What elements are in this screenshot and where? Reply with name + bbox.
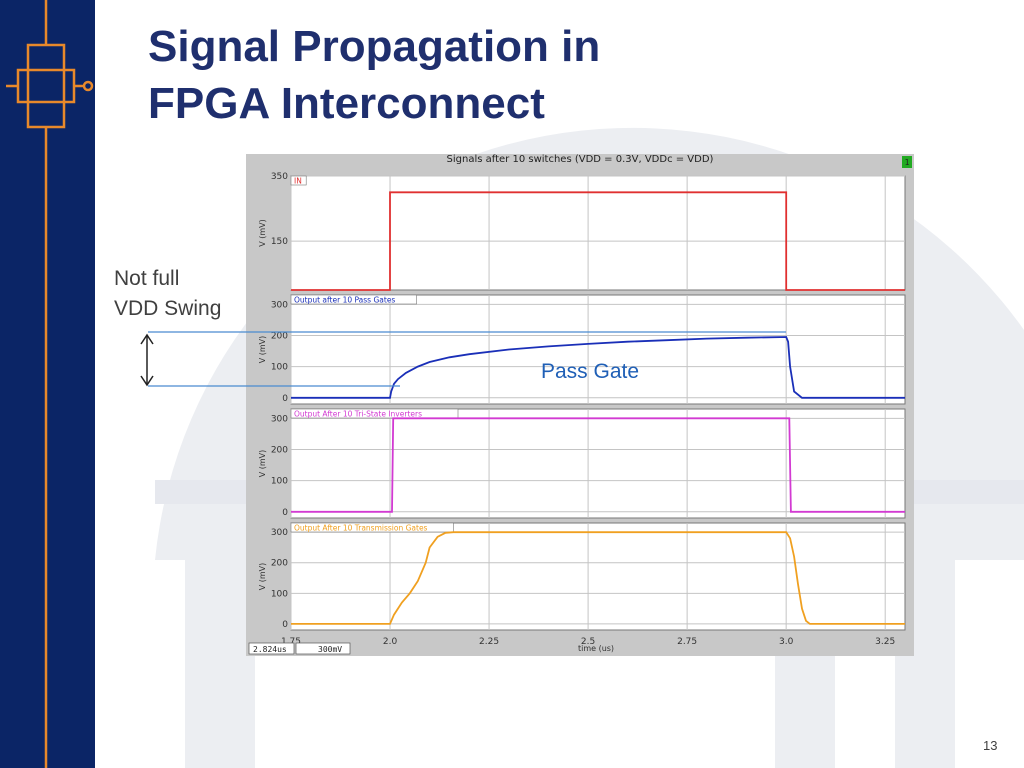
panel-title: Output after 10 Pass Gates: [294, 296, 395, 305]
page-number: 13: [983, 738, 998, 753]
annotation-line-1: Not full: [114, 267, 180, 290]
panel-plot-area: [290, 408, 906, 519]
waveform-chart: Signals after 10 switches (VDD = 0.3V, V…: [246, 154, 914, 656]
slide-title: Signal Propagation in FPGA Interconnect: [148, 18, 600, 132]
panel-plot-area: [290, 522, 906, 631]
y-tick-label: 200: [271, 559, 288, 569]
y-axis-label: V (mV): [258, 450, 267, 478]
y-tick-label: 200: [271, 331, 288, 341]
x-tick-label: 1.75: [281, 637, 301, 647]
y-tick-label: 100: [271, 477, 288, 487]
annotation-line-2: VDD Swing: [114, 297, 222, 320]
y-tick-label: 300: [271, 300, 288, 310]
pass-gate-callout: Pass Gate: [541, 360, 640, 383]
x-tick-label: 2.5: [581, 637, 595, 647]
panel-title: Output After 10 Transmission Gates: [294, 524, 428, 533]
status-badge: [902, 156, 912, 168]
swing-annotation: Not full VDD Swing: [114, 264, 221, 324]
y-tick-label: 0: [282, 394, 288, 404]
y-axis-label: V (mV): [258, 336, 267, 364]
x-tick-label: 2.75: [677, 637, 697, 647]
sidebar: [0, 0, 95, 768]
title-line-2: FPGA Interconnect: [148, 79, 545, 128]
y-tick-label: 0: [282, 620, 288, 630]
waveform-svg: Signals after 10 switches (VDD = 0.3V, V…: [248, 154, 912, 655]
y-tick-label: 300: [271, 414, 288, 424]
y-axis-label: V (mV): [258, 563, 267, 591]
series-line: [291, 191, 905, 291]
panel-title-box: [290, 522, 454, 533]
y-tick-label: 0: [282, 508, 288, 518]
y-axis-label: V (mV): [258, 219, 267, 247]
title-line-1: Signal Propagation in: [148, 22, 601, 71]
panel-title: Output After 10 Tri-State Inverters: [294, 410, 422, 419]
y-tick-label: 100: [271, 589, 288, 599]
cursor-value-box: [295, 642, 351, 655]
series-line: [291, 531, 905, 625]
x-tick-label: 2.25: [479, 637, 499, 647]
panel-title-box: [290, 175, 307, 186]
y-tick-label: 350: [271, 172, 288, 182]
panel-title-box: [290, 408, 459, 419]
series-line: [291, 336, 905, 399]
x-tick-label: 3.0: [779, 637, 794, 647]
cursor-value-readout: 300mV: [318, 645, 342, 654]
x-tick-label: 2.0: [383, 637, 398, 647]
chart-title: Signals after 10 switches (VDD = 0.3V, V…: [447, 154, 714, 165]
cursor-time-readout: 2.824us: [253, 645, 287, 654]
y-tick-label: 150: [271, 237, 288, 247]
panel-title: IN: [294, 177, 302, 186]
y-tick-label: 200: [271, 445, 288, 455]
y-tick-label: 300: [271, 528, 288, 538]
panel-plot-area: [290, 294, 906, 405]
series-line: [291, 417, 905, 513]
panel-title-box: [290, 294, 417, 305]
y-tick-label: 100: [271, 363, 288, 373]
circuit-icon: [6, 0, 94, 768]
status-badge-text: 1: [905, 158, 910, 167]
x-axis-label: time (us): [578, 644, 614, 653]
x-tick-label: 3.25: [875, 637, 895, 647]
cursor-time-box: [248, 642, 295, 655]
